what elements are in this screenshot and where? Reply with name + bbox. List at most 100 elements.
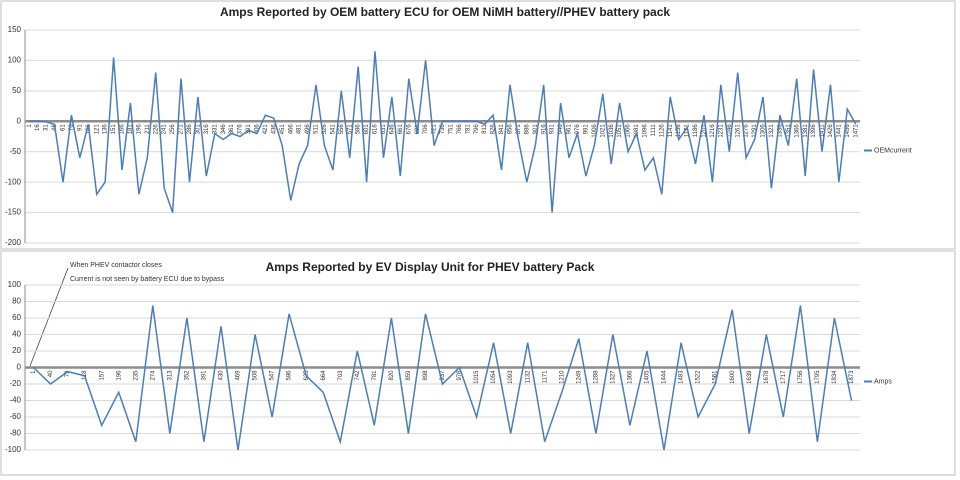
x-tick-label: 886: [524, 124, 530, 135]
y-tick-label: -40: [9, 396, 21, 405]
x-tick-label: 301: [195, 124, 201, 135]
x-tick-label: 76: [69, 124, 75, 131]
x-tick-label: 61: [61, 124, 67, 131]
x-tick-label: 241: [162, 124, 168, 135]
x-tick-label: 1093: [508, 370, 514, 384]
x-tick-label: 856: [508, 124, 514, 135]
x-tick-label: 1678: [764, 370, 770, 384]
x-tick-label: 226: [153, 124, 159, 135]
x-tick-label: 1288: [593, 370, 599, 384]
annotation-arrow: [29, 267, 69, 367]
x-tick-label: 1141: [668, 124, 674, 138]
x-tick-label: 1210: [559, 370, 565, 384]
x-tick-label: 508: [253, 370, 259, 381]
x-tick-label: 961: [567, 124, 573, 135]
data-line: [29, 51, 857, 213]
x-tick-label: 859: [406, 370, 412, 381]
x-tick-label: 991: [583, 124, 589, 135]
x-tick-label: 1426: [828, 124, 834, 138]
x-tick-label: 1111: [651, 124, 657, 137]
x-tick-label: 742: [355, 370, 361, 381]
x-tick-label: 211: [145, 124, 151, 134]
legend-label: OEMcurrent: [874, 147, 912, 154]
y-tick-label: 40: [12, 330, 21, 339]
x-tick-label: 1561: [713, 370, 719, 384]
y-tick-label: -80: [9, 429, 21, 438]
x-tick-label: 586: [287, 370, 293, 381]
x-tick-label: 664: [321, 370, 327, 381]
y-tick-label: 20: [12, 346, 21, 355]
x-tick-label: 1336: [777, 124, 783, 138]
x-tick-label: 406: [255, 124, 261, 135]
x-tick-label: 1201: [702, 124, 708, 138]
x-tick-label: 781: [372, 370, 378, 381]
x-tick-label: 1411: [820, 124, 826, 138]
x-tick-label: 352: [184, 370, 190, 381]
x-tick-label: 469: [236, 370, 242, 381]
x-tick-label: 1381: [803, 124, 809, 138]
x-tick-label: 946: [558, 124, 564, 135]
x-tick-label: 118: [82, 370, 88, 380]
x-tick-label: 751: [449, 124, 455, 135]
x-tick-label: 430: [219, 370, 225, 381]
x-tick-label: 1873: [849, 370, 855, 384]
y-tick-label: 0: [17, 116, 22, 125]
x-tick-label: 313: [167, 370, 173, 381]
x-tick-label: 466: [288, 124, 294, 135]
x-tick-label: 421: [263, 124, 269, 135]
y-tick-label: 100: [8, 56, 22, 65]
x-tick-label: 601: [364, 124, 370, 135]
x-tick-label: 1321: [769, 124, 775, 138]
x-tick-label: 451: [280, 124, 286, 135]
x-tick-label: 1600: [730, 370, 736, 384]
x-tick-label: 1096: [643, 124, 649, 138]
x-tick-label: 646: [389, 124, 395, 135]
x-tick-label: 1351: [786, 124, 792, 138]
x-tick-label: 1126: [659, 124, 665, 138]
chart-title: Amps Reported by EV Display Unit for PHE…: [266, 260, 595, 274]
x-tick-label: 1306: [761, 124, 767, 138]
x-tick-label: 1483: [679, 370, 685, 384]
x-tick-label: 1015: [474, 370, 480, 384]
x-tick-label: 256: [170, 124, 176, 135]
x-tick-label: 1054: [491, 370, 497, 384]
x-tick-label: 1081: [634, 124, 640, 138]
x-tick-label: 1441: [836, 124, 842, 138]
x-tick-label: 436: [271, 124, 277, 135]
x-tick-label: 391: [246, 124, 252, 135]
x-tick-label: 826: [491, 124, 497, 135]
y-tick-label: 50: [12, 86, 21, 95]
x-tick-label: 1444: [662, 370, 668, 384]
y-tick-label: 150: [8, 25, 22, 34]
x-tick-label: 526: [322, 124, 328, 135]
x-tick-label: 235: [133, 370, 139, 381]
x-tick-label: 1249: [576, 370, 582, 384]
x-tick-label: 1471: [853, 124, 859, 138]
x-tick-label: 481: [297, 124, 303, 135]
x-tick-label: 586: [356, 124, 362, 135]
x-tick-label: 1291: [752, 124, 758, 138]
x-tick-label: 331: [212, 124, 218, 135]
x-tick-label: 346: [221, 124, 227, 135]
y-tick-label: -20: [9, 379, 21, 388]
y-tick-label: -150: [5, 208, 22, 217]
x-tick-label: 1522: [696, 370, 702, 384]
x-tick-label: 121: [94, 124, 100, 135]
x-tick-label: 976: [575, 124, 581, 135]
x-tick-label: 811: [482, 124, 488, 134]
x-tick-label: 361: [229, 124, 235, 135]
x-tick-label: 1795: [815, 370, 821, 384]
x-tick-label: 1327: [610, 370, 616, 384]
x-tick-label: 901: [533, 124, 539, 135]
x-tick-label: 79: [65, 370, 71, 377]
x-tick-label: 766: [457, 124, 463, 135]
x-tick-label: 196: [136, 124, 142, 135]
x-tick-label: 1834: [832, 370, 838, 384]
x-tick-label: 391: [202, 370, 208, 381]
x-tick-label: 976: [457, 370, 463, 381]
x-tick-label: 541: [330, 124, 336, 135]
x-tick-label: 736: [440, 124, 446, 135]
y-tick-label: 0: [17, 363, 22, 372]
x-tick-label: 631: [381, 124, 387, 135]
